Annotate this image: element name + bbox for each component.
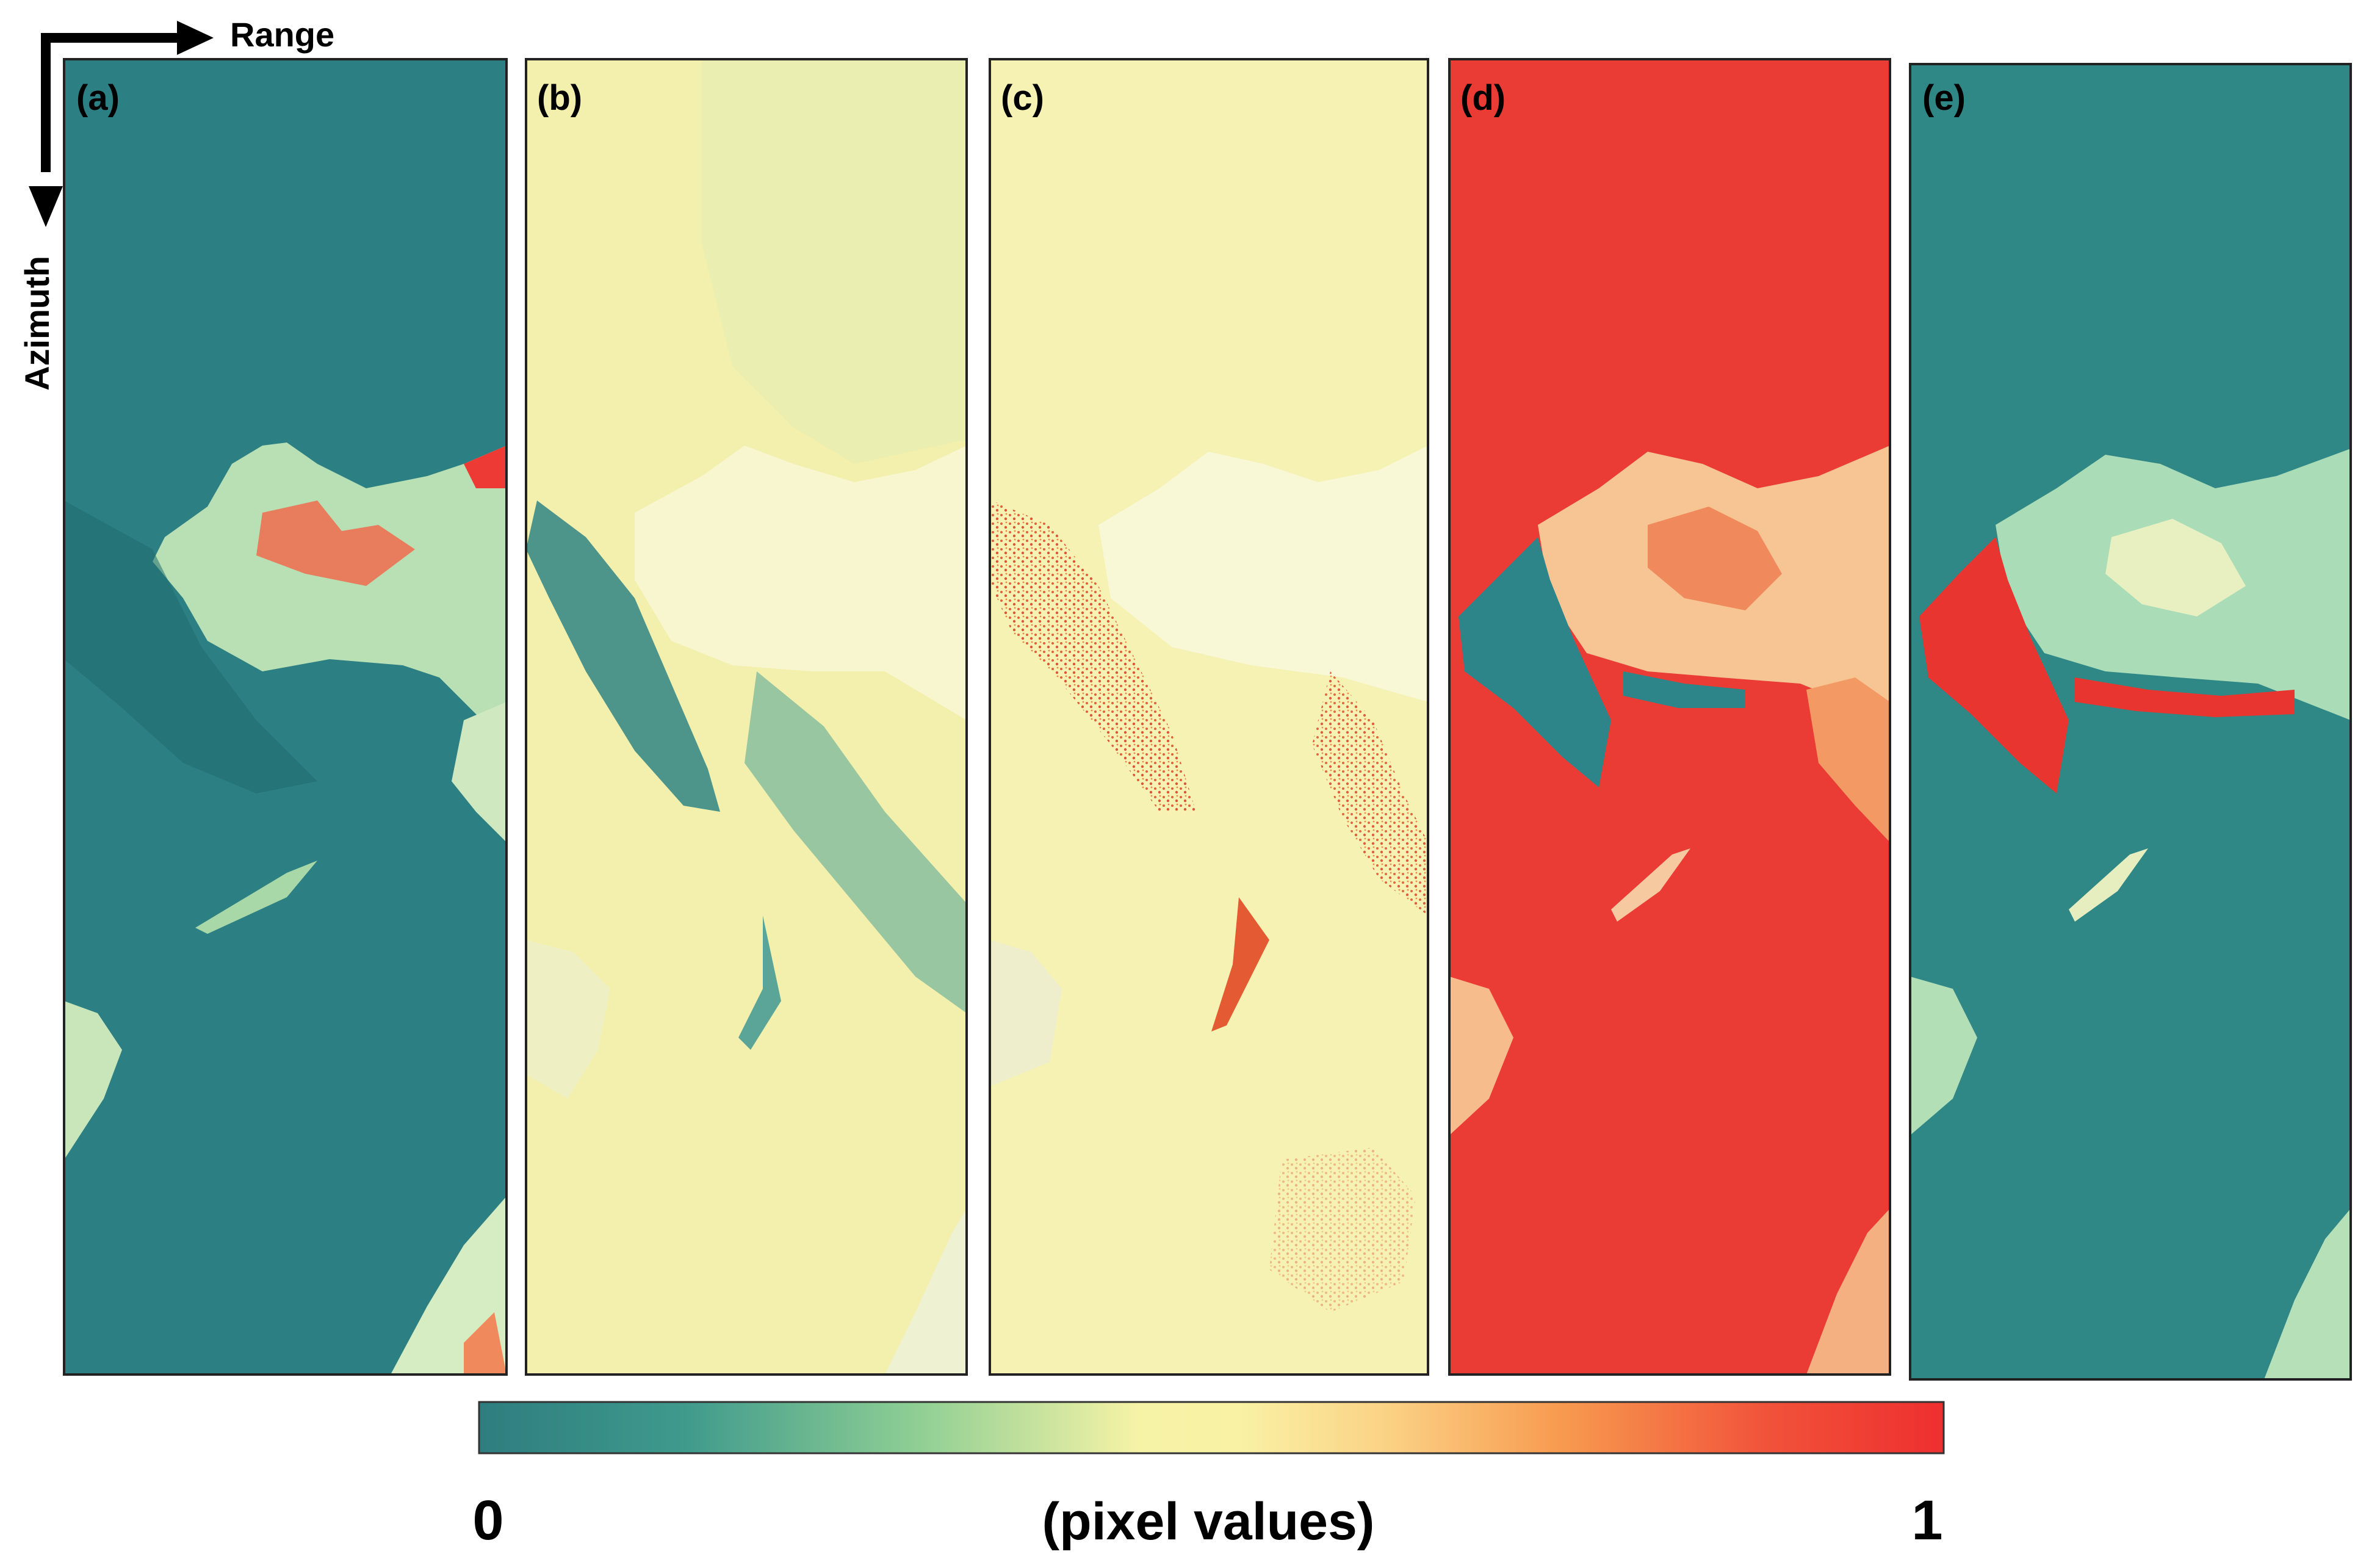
range-label: Range: [230, 15, 334, 54]
panel-b-mid-channel: [745, 671, 967, 1013]
panel-b-land-southwest: [526, 940, 610, 1099]
range-arrowhead-icon: [177, 21, 214, 55]
panel-c-land-southwest: [990, 940, 1062, 1086]
panel-b-label: (b): [537, 78, 582, 118]
panel-e-red-band: [2075, 677, 2295, 717]
panel-d-teal-band: [1623, 671, 1745, 708]
panel-c-land-north: [1098, 446, 1428, 702]
colorbar-max-label: 1: [1911, 1489, 1942, 1552]
panel-e-label: (e): [1922, 78, 1966, 118]
panel-b-land-north: [635, 446, 967, 720]
panel-a-land-north: [153, 443, 507, 745]
panel-b-dark-channel: [526, 500, 720, 812]
panel-e-land-southeast: [2264, 1209, 2351, 1379]
panel-c-label: (c): [1001, 78, 1044, 118]
colorbar-min-label: 0: [472, 1489, 503, 1552]
panel-d: (d): [1448, 58, 1891, 1376]
panel-a-land-red-edge: [464, 446, 507, 488]
azimuth-arrowhead-icon: [29, 186, 63, 227]
panel-e-red-channel: [1919, 537, 2069, 793]
colorbar-gradient: [478, 1401, 1945, 1454]
panel-d-teal-channel: [1459, 537, 1611, 787]
panel-d-land-patch: [1648, 507, 1782, 610]
axis-indicator: Range Azimuth: [18, 15, 334, 391]
panel-d-label: (d): [1460, 78, 1506, 118]
panel-a-shelf: [64, 500, 317, 793]
range-arrow: [41, 33, 183, 172]
panel-a-land-east: [452, 702, 507, 842]
panel-a-land-southeast-red: [464, 1312, 507, 1375]
panel-b-streak: [738, 916, 781, 1050]
panel-a-land-southwest: [64, 1001, 122, 1160]
panel-d-land-east: [1806, 677, 1890, 842]
colorbar: 0 (pixel values) 1: [472, 1401, 1945, 1552]
panel-c-red-speckle-west: [992, 500, 1196, 812]
panel-d-land-southeast: [1806, 1209, 1890, 1375]
azimuth-label: Azimuth: [18, 256, 56, 391]
panel-a-land-red: [256, 500, 415, 586]
colorbar-caption: (pixel values): [1042, 1492, 1375, 1551]
panel-b-land-southeast: [885, 1209, 967, 1375]
panel-c-red-speckle-south: [1269, 1147, 1416, 1312]
panel-a: (a): [63, 58, 508, 1376]
panel-e-land-southwest: [1910, 977, 1977, 1135]
panel-a-streak: [195, 861, 317, 934]
panel-e-streak: [2069, 848, 2148, 922]
panel-c: (c): [989, 58, 1429, 1376]
panel-b-upper-haze: [702, 59, 967, 464]
panel-d-land-southwest: [1449, 977, 1513, 1135]
panel-a-label: (a): [76, 78, 120, 118]
panel-d-streak: [1611, 848, 1690, 922]
panel-c-red-streak: [1211, 897, 1269, 1031]
panel-c-red-speckle-east: [1312, 671, 1428, 916]
panel-e-land-light: [2105, 519, 2246, 616]
panel-e: (e): [1909, 63, 2352, 1381]
panel-b: (b): [525, 58, 968, 1376]
